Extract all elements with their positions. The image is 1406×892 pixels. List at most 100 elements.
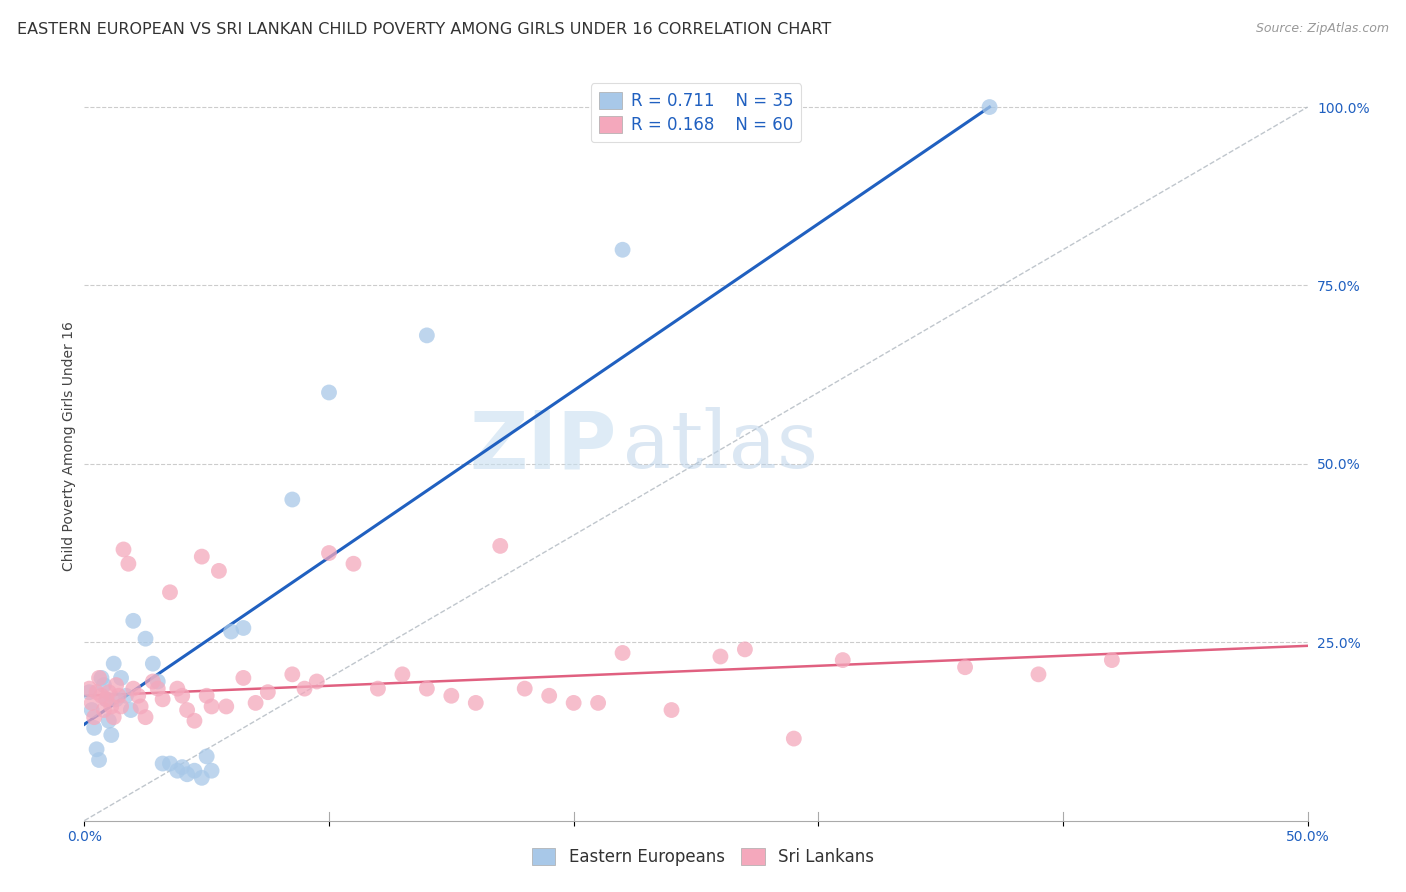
Point [191,771,214,785]
Point [513,681,536,696]
Point [122,681,145,696]
Point [709,649,731,664]
Point [112,542,135,557]
Point [1028,667,1050,681]
Point [318,546,340,560]
Point [142,657,165,671]
Point [200,699,222,714]
Point [953,660,976,674]
Point [90,671,112,685]
Point [183,764,205,778]
Point [77,685,100,699]
Point [257,685,280,699]
Point [122,614,145,628]
Point [80,703,103,717]
Point [979,100,1001,114]
Point [80,696,103,710]
Point [120,703,142,717]
Point [110,671,132,685]
Point [612,243,634,257]
Y-axis label: Child Poverty Among Girls Under 16: Child Poverty Among Girls Under 16 [62,321,76,571]
Legend: R = 0.711    N = 35, R = 0.168    N = 60: R = 0.711 N = 35, R = 0.168 N = 60 [591,84,801,142]
Point [191,549,214,564]
Point [294,681,316,696]
Point [97,714,120,728]
Point [281,667,304,681]
Point [562,696,585,710]
Point [87,671,110,685]
Point [661,703,683,717]
Point [97,685,120,699]
Text: ZIP: ZIP [470,407,616,485]
Point [391,667,413,681]
Point [219,624,242,639]
Point [103,710,125,724]
Point [342,557,364,571]
Point [1101,653,1123,667]
Point [281,492,304,507]
Point [783,731,806,746]
Point [90,689,112,703]
Point [103,657,125,671]
Point [93,703,115,717]
Point [464,696,486,710]
Point [83,721,105,735]
Point [538,689,561,703]
Point [200,764,222,778]
Point [87,753,110,767]
Point [83,710,105,724]
Point [115,689,138,703]
Point [195,689,218,703]
Point [135,710,157,724]
Point [318,385,340,400]
Point [77,681,100,696]
Point [831,653,853,667]
Point [146,681,169,696]
Point [305,674,328,689]
Point [172,689,194,703]
Point [734,642,756,657]
Point [166,764,188,778]
Point [440,689,463,703]
Point [146,674,169,689]
Text: atlas: atlas [623,407,818,485]
Point [195,749,218,764]
Point [176,703,198,717]
Point [489,539,512,553]
Point [86,742,108,756]
Point [100,728,122,742]
Point [166,681,188,696]
Point [117,557,139,571]
Point [152,692,174,706]
Point [96,692,118,706]
Point [86,685,108,699]
Point [208,564,231,578]
Point [416,328,439,343]
Point [159,585,181,599]
Point [110,699,132,714]
Point [105,678,128,692]
Point [416,681,439,696]
Point [142,674,165,689]
Text: Source: ZipAtlas.com: Source: ZipAtlas.com [1256,22,1389,36]
Point [215,699,238,714]
Point [612,646,634,660]
Point [232,671,254,685]
Point [93,678,115,692]
Legend: Eastern Europeans, Sri Lankans: Eastern Europeans, Sri Lankans [526,841,880,873]
Point [107,689,129,703]
Point [96,692,118,706]
Point [127,689,149,703]
Point [232,621,254,635]
Point [367,681,389,696]
Point [129,699,152,714]
Point [176,767,198,781]
Text: EASTERN EUROPEAN VS SRI LANKAN CHILD POVERTY AMONG GIRLS UNDER 16 CORRELATION CH: EASTERN EUROPEAN VS SRI LANKAN CHILD POV… [17,22,831,37]
Point [152,756,174,771]
Point [183,714,205,728]
Point [245,696,267,710]
Point [586,696,609,710]
Point [172,760,194,774]
Point [159,756,181,771]
Point [100,699,122,714]
